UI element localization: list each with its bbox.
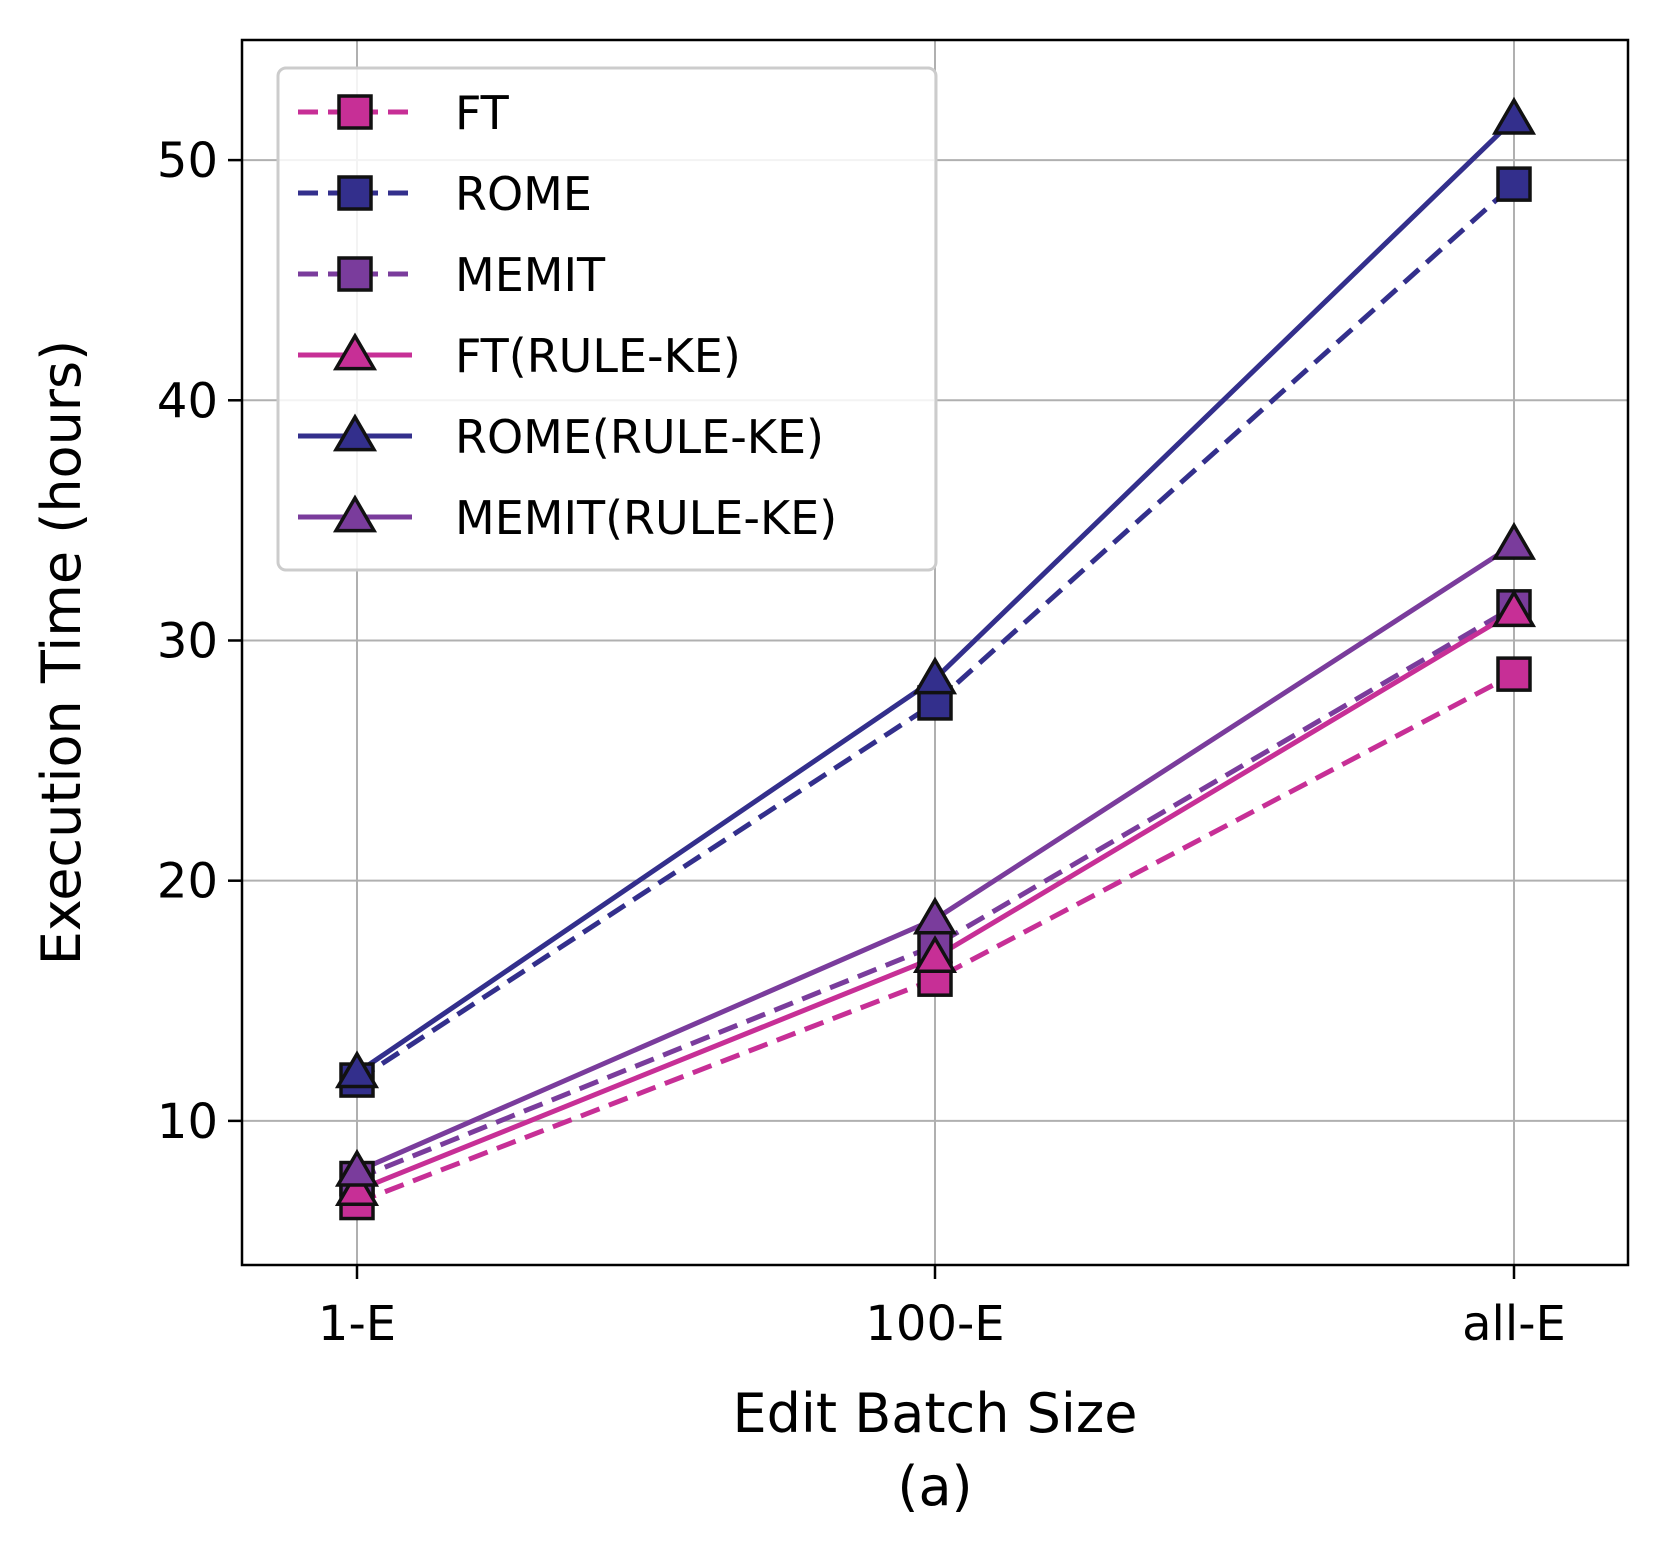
legend: FT ROME MEMIT FT(RULE-KE) ROME(RULE-KE) MEMIT… xyxy=(276,66,938,572)
x-tick-label: 1-E xyxy=(318,1296,396,1352)
data-point-memit-rule-ke xyxy=(912,896,958,935)
data-point-memit-rule-ke xyxy=(334,1148,380,1187)
data-point-ft-rule-ke xyxy=(912,935,958,973)
legend-marker xyxy=(332,494,378,533)
legend-label: FT(RULE-KE) xyxy=(455,329,741,383)
x-tick-label: all-E xyxy=(1462,1296,1566,1352)
legend-marker xyxy=(337,256,373,292)
legend-label: ROME(RULE-KE) xyxy=(455,410,824,464)
legend-marker xyxy=(332,332,378,371)
legend-marker xyxy=(337,175,373,211)
data-point-ft-rule-ke xyxy=(1491,589,1537,628)
series-markers xyxy=(334,96,1537,1221)
legend-label: ROME xyxy=(455,167,592,221)
figure-caption: (a) xyxy=(897,1455,972,1518)
y-tick-label: 40 xyxy=(157,373,218,429)
y-tick-label: 30 xyxy=(157,613,218,669)
legend-label: FT xyxy=(455,86,510,140)
y-axis-ticks: 10 20 30 40 50 xyxy=(157,133,242,1150)
data-point-rome-rule-ke xyxy=(334,1050,380,1089)
legend-label: MEMIT xyxy=(455,248,606,302)
data-point-rome xyxy=(1496,166,1532,202)
y-tick-label: 10 xyxy=(157,1094,218,1150)
data-point-rome-rule-ke xyxy=(1491,96,1537,135)
x-axis-ticks: 1-E 100-E all-E xyxy=(318,1265,1566,1352)
legend-marker xyxy=(332,413,378,452)
legend-marker xyxy=(337,94,373,130)
y-tick-label: 50 xyxy=(157,133,218,189)
data-point-ft xyxy=(1496,656,1532,692)
data-point-rome-rule-ke xyxy=(912,656,958,695)
data-point-ft-rule-ke xyxy=(334,1168,380,1206)
legend-label: MEMIT(RULE-KE) xyxy=(455,491,837,545)
y-axis-label: Execution Time (hours) xyxy=(30,340,93,965)
data-point-memit-rule-ke xyxy=(1491,521,1537,560)
x-tick-label: 100-E xyxy=(865,1296,1004,1352)
legend-box xyxy=(276,66,938,572)
y-tick-label: 20 xyxy=(157,854,218,910)
x-axis-label: Edit Batch Size xyxy=(733,1382,1138,1445)
